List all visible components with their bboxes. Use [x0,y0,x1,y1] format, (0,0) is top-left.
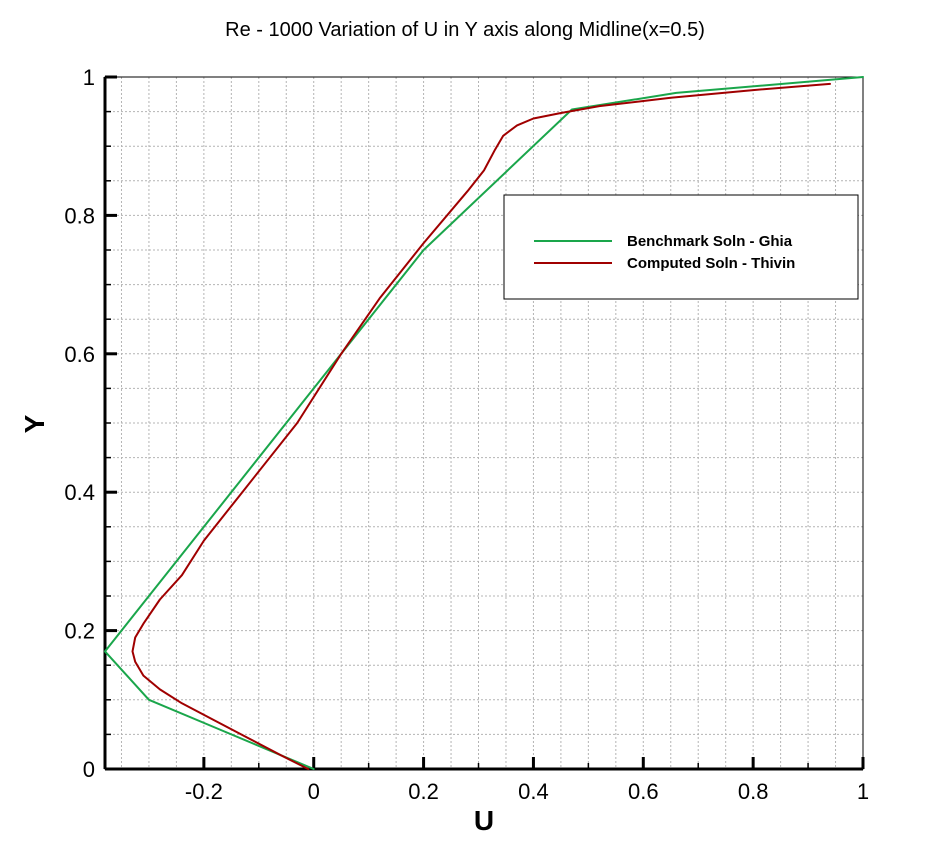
y-tick-label: 0.4 [64,480,95,505]
y-tick-label: 1 [83,65,95,90]
series-line-benchmark [104,76,864,770]
series-layer [104,76,864,770]
grid-layer [105,77,863,769]
y-tick-label: 0.6 [64,342,95,367]
y-tick-label: 0.8 [64,203,95,228]
y-tick-label: 0.2 [64,619,95,644]
legend-box [503,194,859,300]
x-tick-label: 0.2 [408,779,439,804]
x-tick-label: 0.4 [518,779,549,804]
legend-label-benchmark: Benchmark Soln - Ghia [627,233,793,250]
y-axis-title: Y [19,414,50,433]
x-tick-label: 0.6 [628,779,659,804]
y-tick-label: 0 [83,757,95,782]
chart-title: Re - 1000 Variation of U in Y axis along… [225,19,705,41]
x-tick-label: 0.8 [738,779,769,804]
series-line-computed [131,82,831,770]
x-axis-title: U [474,805,494,836]
legend: Benchmark Soln - Ghia Computed Soln - Th… [503,194,859,300]
x-tick-label: -0.2 [185,779,223,804]
legend-label-computed: Computed Soln - Thivin [627,255,795,272]
tick-label-layer: -0.2 0 0.2 0.4 0.6 0.8 1 0 0.2 0.4 0.6 0.8 1 [64,65,869,804]
axis-layer [103,75,865,771]
x-tick-label: 1 [857,779,869,804]
x-tick-label: 0 [308,779,320,804]
